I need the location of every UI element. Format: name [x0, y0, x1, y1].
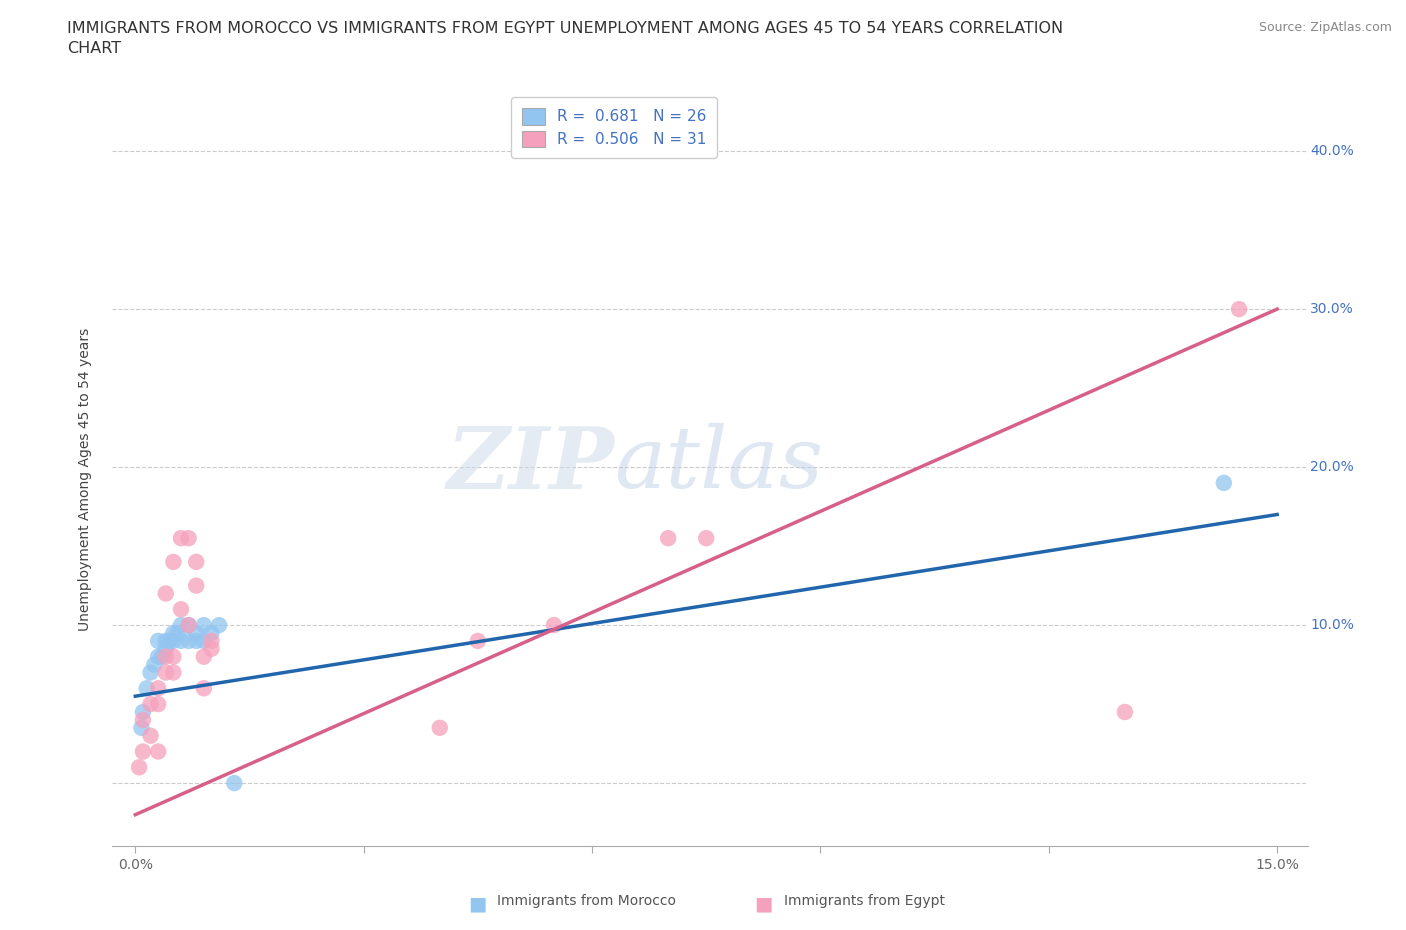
Point: [150, 649, 173, 664]
Point: [139, 665, 162, 680]
Point: [224, 776, 246, 790]
Text: Immigrants from Morocco: Immigrants from Morocco: [498, 894, 676, 908]
Text: ■: ■: [468, 894, 486, 913]
Text: IMMIGRANTS FROM MOROCCO VS IMMIGRANTS FROM EGYPT UNEMPLOYMENT AMONG AGES 45 TO 5: IMMIGRANTS FROM MOROCCO VS IMMIGRANTS FR…: [67, 21, 1063, 36]
Point: [429, 721, 451, 736]
Point: [177, 531, 200, 546]
Point: [193, 681, 215, 696]
Point: [186, 633, 208, 648]
Point: [1114, 705, 1136, 720]
Text: CHART: CHART: [67, 41, 121, 56]
Point: [186, 626, 208, 641]
Point: [162, 665, 184, 680]
Point: [146, 697, 169, 711]
Point: [159, 633, 181, 648]
Point: [170, 531, 193, 546]
Point: [143, 658, 166, 672]
Point: [193, 618, 215, 632]
Point: [155, 586, 177, 601]
Point: [128, 760, 150, 775]
Point: [166, 626, 188, 641]
Point: [146, 681, 169, 696]
Y-axis label: Unemployment Among Ages 45 to 54 years: Unemployment Among Ages 45 to 54 years: [77, 327, 91, 631]
Text: 40.0%: 40.0%: [1310, 144, 1354, 158]
Point: [132, 705, 155, 720]
Point: [155, 649, 177, 664]
Text: 20.0%: 20.0%: [1310, 460, 1354, 474]
Point: [177, 633, 200, 648]
Point: [162, 626, 184, 641]
Point: [131, 721, 153, 736]
Point: [193, 649, 215, 664]
Point: [177, 618, 200, 632]
Point: [155, 642, 177, 657]
Point: [170, 618, 193, 632]
Point: [170, 602, 193, 617]
Point: [155, 665, 177, 680]
Text: ZIP: ZIP: [447, 422, 614, 506]
Point: [162, 649, 184, 664]
Point: [467, 633, 489, 648]
Point: [132, 712, 155, 727]
Point: [139, 697, 162, 711]
Point: [162, 554, 184, 569]
Point: [139, 728, 162, 743]
Point: [208, 618, 231, 632]
Point: [146, 633, 169, 648]
Text: atlas: atlas: [614, 423, 824, 506]
Point: [200, 626, 222, 641]
Text: ■: ■: [755, 894, 773, 913]
Text: Immigrants from Egypt: Immigrants from Egypt: [785, 894, 945, 908]
Point: [146, 744, 169, 759]
Point: [170, 633, 193, 648]
Point: [155, 633, 177, 648]
Point: [186, 578, 208, 593]
Point: [200, 642, 222, 657]
Point: [162, 633, 184, 648]
Point: [146, 649, 169, 664]
Point: [1212, 475, 1234, 490]
Legend: R =  0.681   N = 26, R =  0.506   N = 31: R = 0.681 N = 26, R = 0.506 N = 31: [512, 98, 717, 158]
Point: [695, 531, 717, 546]
Point: [1227, 301, 1250, 316]
Point: [657, 531, 679, 546]
Point: [177, 618, 200, 632]
Point: [135, 681, 157, 696]
Point: [132, 744, 155, 759]
Text: 10.0%: 10.0%: [1310, 618, 1354, 632]
Point: [193, 633, 215, 648]
Point: [186, 554, 208, 569]
Text: Source: ZipAtlas.com: Source: ZipAtlas.com: [1258, 21, 1392, 34]
Text: 30.0%: 30.0%: [1310, 302, 1354, 316]
Point: [543, 618, 565, 632]
Point: [200, 633, 222, 648]
